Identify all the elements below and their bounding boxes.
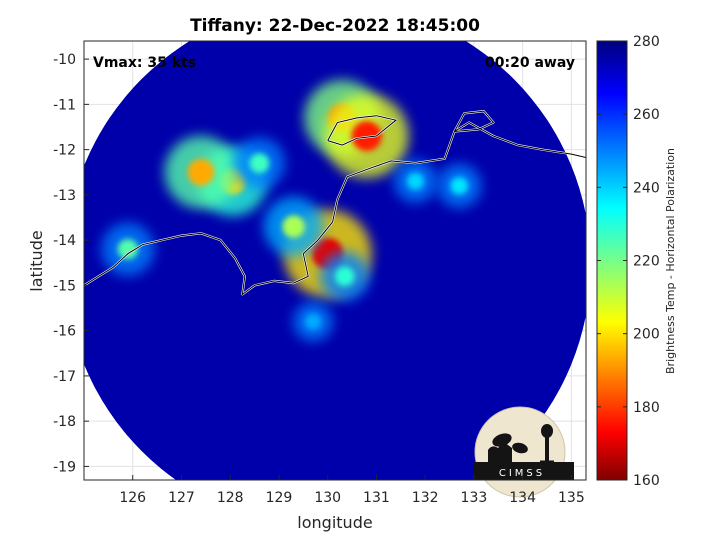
x-tick-label: 135 (558, 490, 585, 506)
x-tick-label: 132 (412, 490, 439, 506)
convection-features (101, 79, 482, 342)
y-tick-label: -17 (53, 369, 76, 385)
y-tick-label: -12 (53, 143, 76, 159)
swath-image (84, 41, 586, 480)
time-away-label: 00:20 away (485, 55, 575, 71)
feature-core (187, 158, 215, 186)
y-axis-label: latitude (27, 230, 46, 291)
coastline-outside-segment (84, 121, 586, 296)
x-axis-ticks: 126 127 128 129 130 131 132 133 134 135 (119, 475, 585, 506)
y-tick-label: -11 (53, 97, 76, 113)
feature-core (249, 153, 270, 174)
x-axis-label: longitude (297, 513, 372, 532)
feature-core (117, 238, 139, 260)
colorbar-tick-label: 180 (633, 400, 660, 416)
colorbar (596, 40, 628, 481)
coastline-outside-segment (453, 110, 495, 132)
colorbar-label: Brightness Temp - Horizontal Polarizatio… (664, 148, 677, 374)
x-tick-label: 128 (217, 490, 244, 506)
feature-core (282, 215, 305, 238)
chart-title: Tiffany: 22-Dec-2022 18:45:00 (190, 16, 480, 36)
feature-core (406, 172, 425, 190)
colorbar-tick-label: 280 (633, 34, 660, 50)
coastline-outside-segment (327, 115, 398, 146)
coastline-outside-swath (84, 110, 586, 296)
axes-box (83, 40, 587, 481)
x-tick-label: 129 (266, 490, 293, 506)
colorbar-ticks: 160 180 200 220 240 260 280 (597, 34, 660, 489)
x-tick-label: 130 (314, 490, 341, 506)
y-tick-label: -18 (53, 414, 76, 430)
y-tick-label: -16 (53, 324, 76, 340)
feature-core (335, 266, 355, 287)
feature-core (450, 176, 469, 195)
y-tick-label: -10 (53, 52, 76, 68)
y-tick-label: -15 (53, 278, 76, 294)
x-tick-label: 131 (363, 490, 390, 506)
y-tick-label: -19 (53, 459, 76, 475)
x-tick-label: 134 (509, 490, 536, 506)
colorbar-tick-label: 200 (633, 327, 660, 343)
x-tick-label: 127 (168, 490, 195, 506)
x-tick-label: 126 (119, 490, 146, 506)
colorbar-tick-label: 220 (633, 254, 660, 270)
cimss-logo: CIMSS (474, 406, 574, 498)
cimss-logo-text: CIMSS (499, 468, 545, 479)
colorbar-tick-label: 260 (633, 107, 660, 123)
y-axis-ticks: -10 -11 -12 -13 -14 -15 -16 -17 -18 -19 (53, 52, 89, 475)
vmax-label: Vmax: 35 kts (93, 55, 196, 71)
y-tick-label: -13 (53, 188, 76, 204)
feature-core (304, 313, 322, 330)
x-tick-label: 133 (461, 490, 488, 506)
colorbar-tick-label: 240 (633, 180, 660, 196)
colorbar-tick-label: 160 (633, 473, 660, 489)
y-tick-label: -14 (53, 233, 76, 249)
